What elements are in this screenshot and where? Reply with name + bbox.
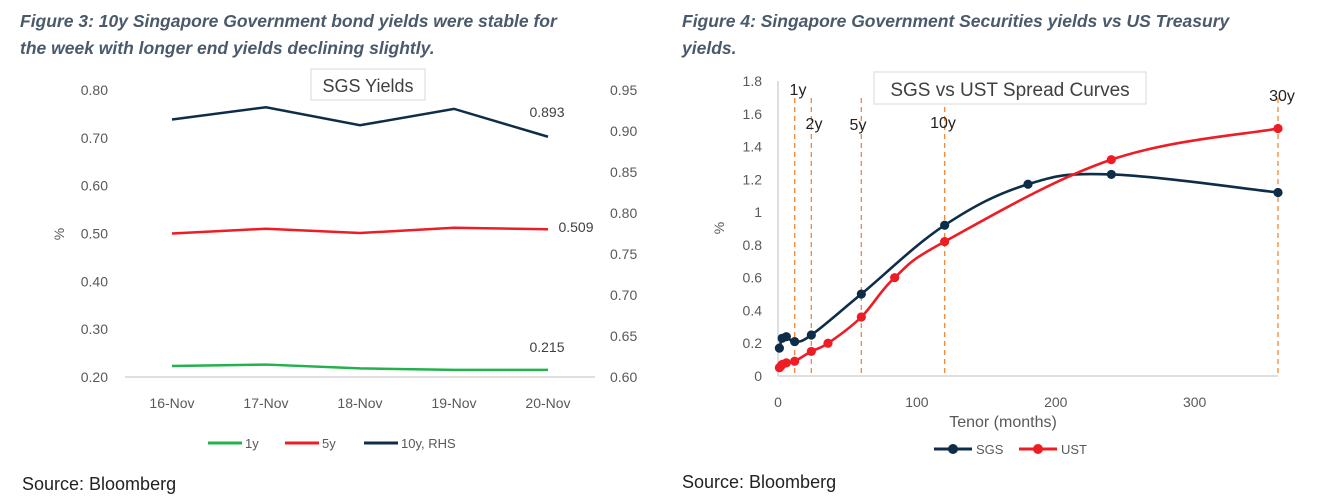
- x-tick-label: 20-Nov: [525, 395, 570, 411]
- y-axis-label: %: [711, 222, 727, 234]
- y2-tick-label: 0.60: [610, 369, 637, 385]
- legend-label-10y: 10y, RHS: [401, 436, 456, 451]
- figure4-source: Source: Bloomberg: [682, 472, 837, 492]
- marker-label-5y: 5y: [850, 117, 867, 134]
- figure4-caption-line1: Figure 4: Singapore Government Securitie…: [682, 11, 1230, 31]
- data-point-SGS: [940, 220, 950, 230]
- data-point-UST: [781, 358, 791, 368]
- chart-title: SGS vs UST Spread Curves: [890, 80, 1129, 101]
- y2-tick-label: 0.80: [610, 205, 637, 221]
- x-tick-label: 18-Nov: [337, 395, 382, 411]
- chart-title-box: [310, 68, 426, 101]
- y-tick-label: 0: [754, 368, 762, 384]
- legend-label-UST: UST: [1061, 442, 1087, 457]
- data-point-UST: [890, 273, 900, 283]
- data-point-SGS: [1106, 169, 1116, 180]
- y2-tick-label: 0.85: [610, 164, 637, 180]
- legend-marker-UST: [1033, 444, 1043, 454]
- y-tick-label: 0.4: [743, 302, 763, 318]
- x-tick-label: 100: [905, 394, 929, 410]
- x-tick-label: 19-Nov: [431, 395, 476, 411]
- figure4-caption: Figure 4: Singapore Government Securitie…: [682, 8, 1229, 62]
- y2-tick-label: 0.70: [610, 287, 637, 303]
- data-point-UST: [940, 237, 950, 247]
- y-tick-label: 1.8: [743, 73, 763, 89]
- data-point-UST: [823, 338, 833, 348]
- data-point-UST: [1273, 123, 1283, 134]
- x-axis-label: Tenor (months): [949, 414, 1057, 431]
- legend-label-1y: 1y: [245, 436, 259, 451]
- chart-title: SGS Yields: [322, 76, 413, 96]
- figure3-source: Source: Bloomberg: [22, 474, 177, 494]
- data-point-SGS: [781, 332, 791, 342]
- y-tick-label: 0.70: [81, 130, 108, 146]
- legend-label-SGS: SGS: [976, 442, 1004, 457]
- series-line-10y: [171, 105, 549, 138]
- legend-marker-SGS: [948, 444, 958, 454]
- figure3-caption-line1: Figure 3: 10y Singapore Government bond …: [20, 11, 557, 31]
- chart-title-box: [873, 71, 1147, 105]
- x-tick-label: 17-Nov: [243, 395, 288, 411]
- y2-tick-label: 0.65: [610, 328, 637, 344]
- figure3-caption-line2: the week with longer end yields declinin…: [20, 38, 435, 58]
- data-point-UST: [856, 312, 866, 322]
- figure3-caption: Figure 3: 10y Singapore Government bond …: [20, 8, 557, 62]
- y-tick-label: 0.40: [81, 273, 108, 289]
- data-point-SGS: [1023, 179, 1033, 189]
- y-tick-label: 0.80: [81, 82, 108, 98]
- figure4-caption-line2: yields.: [682, 38, 737, 58]
- y2-tick-label: 0.75: [610, 246, 637, 262]
- marker-label-2y: 2y: [806, 116, 823, 133]
- y-tick-label: 0.20: [81, 369, 108, 385]
- y-tick-label: 1.6: [743, 106, 763, 122]
- data-point-UST: [806, 346, 816, 357]
- legend-label-5y: 5y: [322, 436, 336, 451]
- data-label-5y: 0.509: [558, 219, 593, 235]
- y-tick-label: 0.8: [743, 237, 763, 253]
- series-line-UST: [778, 127, 1279, 369]
- data-label-1y: 0.215: [529, 339, 564, 355]
- y-tick-label: 0.30: [81, 321, 108, 337]
- x-tick-label: 300: [1183, 394, 1207, 410]
- data-point-SGS: [806, 330, 816, 340]
- series-line-1y: [171, 363, 548, 372]
- y-tick-label: 0.60: [81, 178, 108, 194]
- y2-tick-label: 0.90: [610, 123, 637, 139]
- y-tick-label: 1: [754, 204, 762, 220]
- x-tick-label: 16-Nov: [149, 395, 194, 411]
- data-label-10y: 0.893: [529, 104, 564, 120]
- data-point-UST: [790, 356, 800, 366]
- y-tick-label: 0.50: [81, 226, 108, 242]
- y-tick-label: 1.2: [743, 171, 763, 187]
- marker-label-1y: 1y: [790, 82, 807, 99]
- data-point-SGS: [790, 336, 800, 347]
- x-tick-label: 0: [774, 394, 782, 410]
- data-point-UST: [1106, 155, 1116, 165]
- data-point-SGS: [856, 289, 866, 299]
- y-tick-label: 0.2: [743, 335, 763, 351]
- data-point-SGS: [1273, 187, 1283, 198]
- y-axis-label: %: [51, 228, 67, 240]
- y2-tick-label: 0.95: [610, 82, 637, 98]
- y-tick-label: 1.4: [743, 139, 763, 155]
- data-point-SGS: [774, 343, 784, 353]
- marker-label-30y: 30y: [1269, 88, 1295, 105]
- series-line-5y: [171, 226, 549, 235]
- marker-label-10y: 10y: [930, 115, 956, 132]
- x-tick-label: 200: [1044, 394, 1068, 410]
- y-tick-label: 0.6: [743, 270, 763, 286]
